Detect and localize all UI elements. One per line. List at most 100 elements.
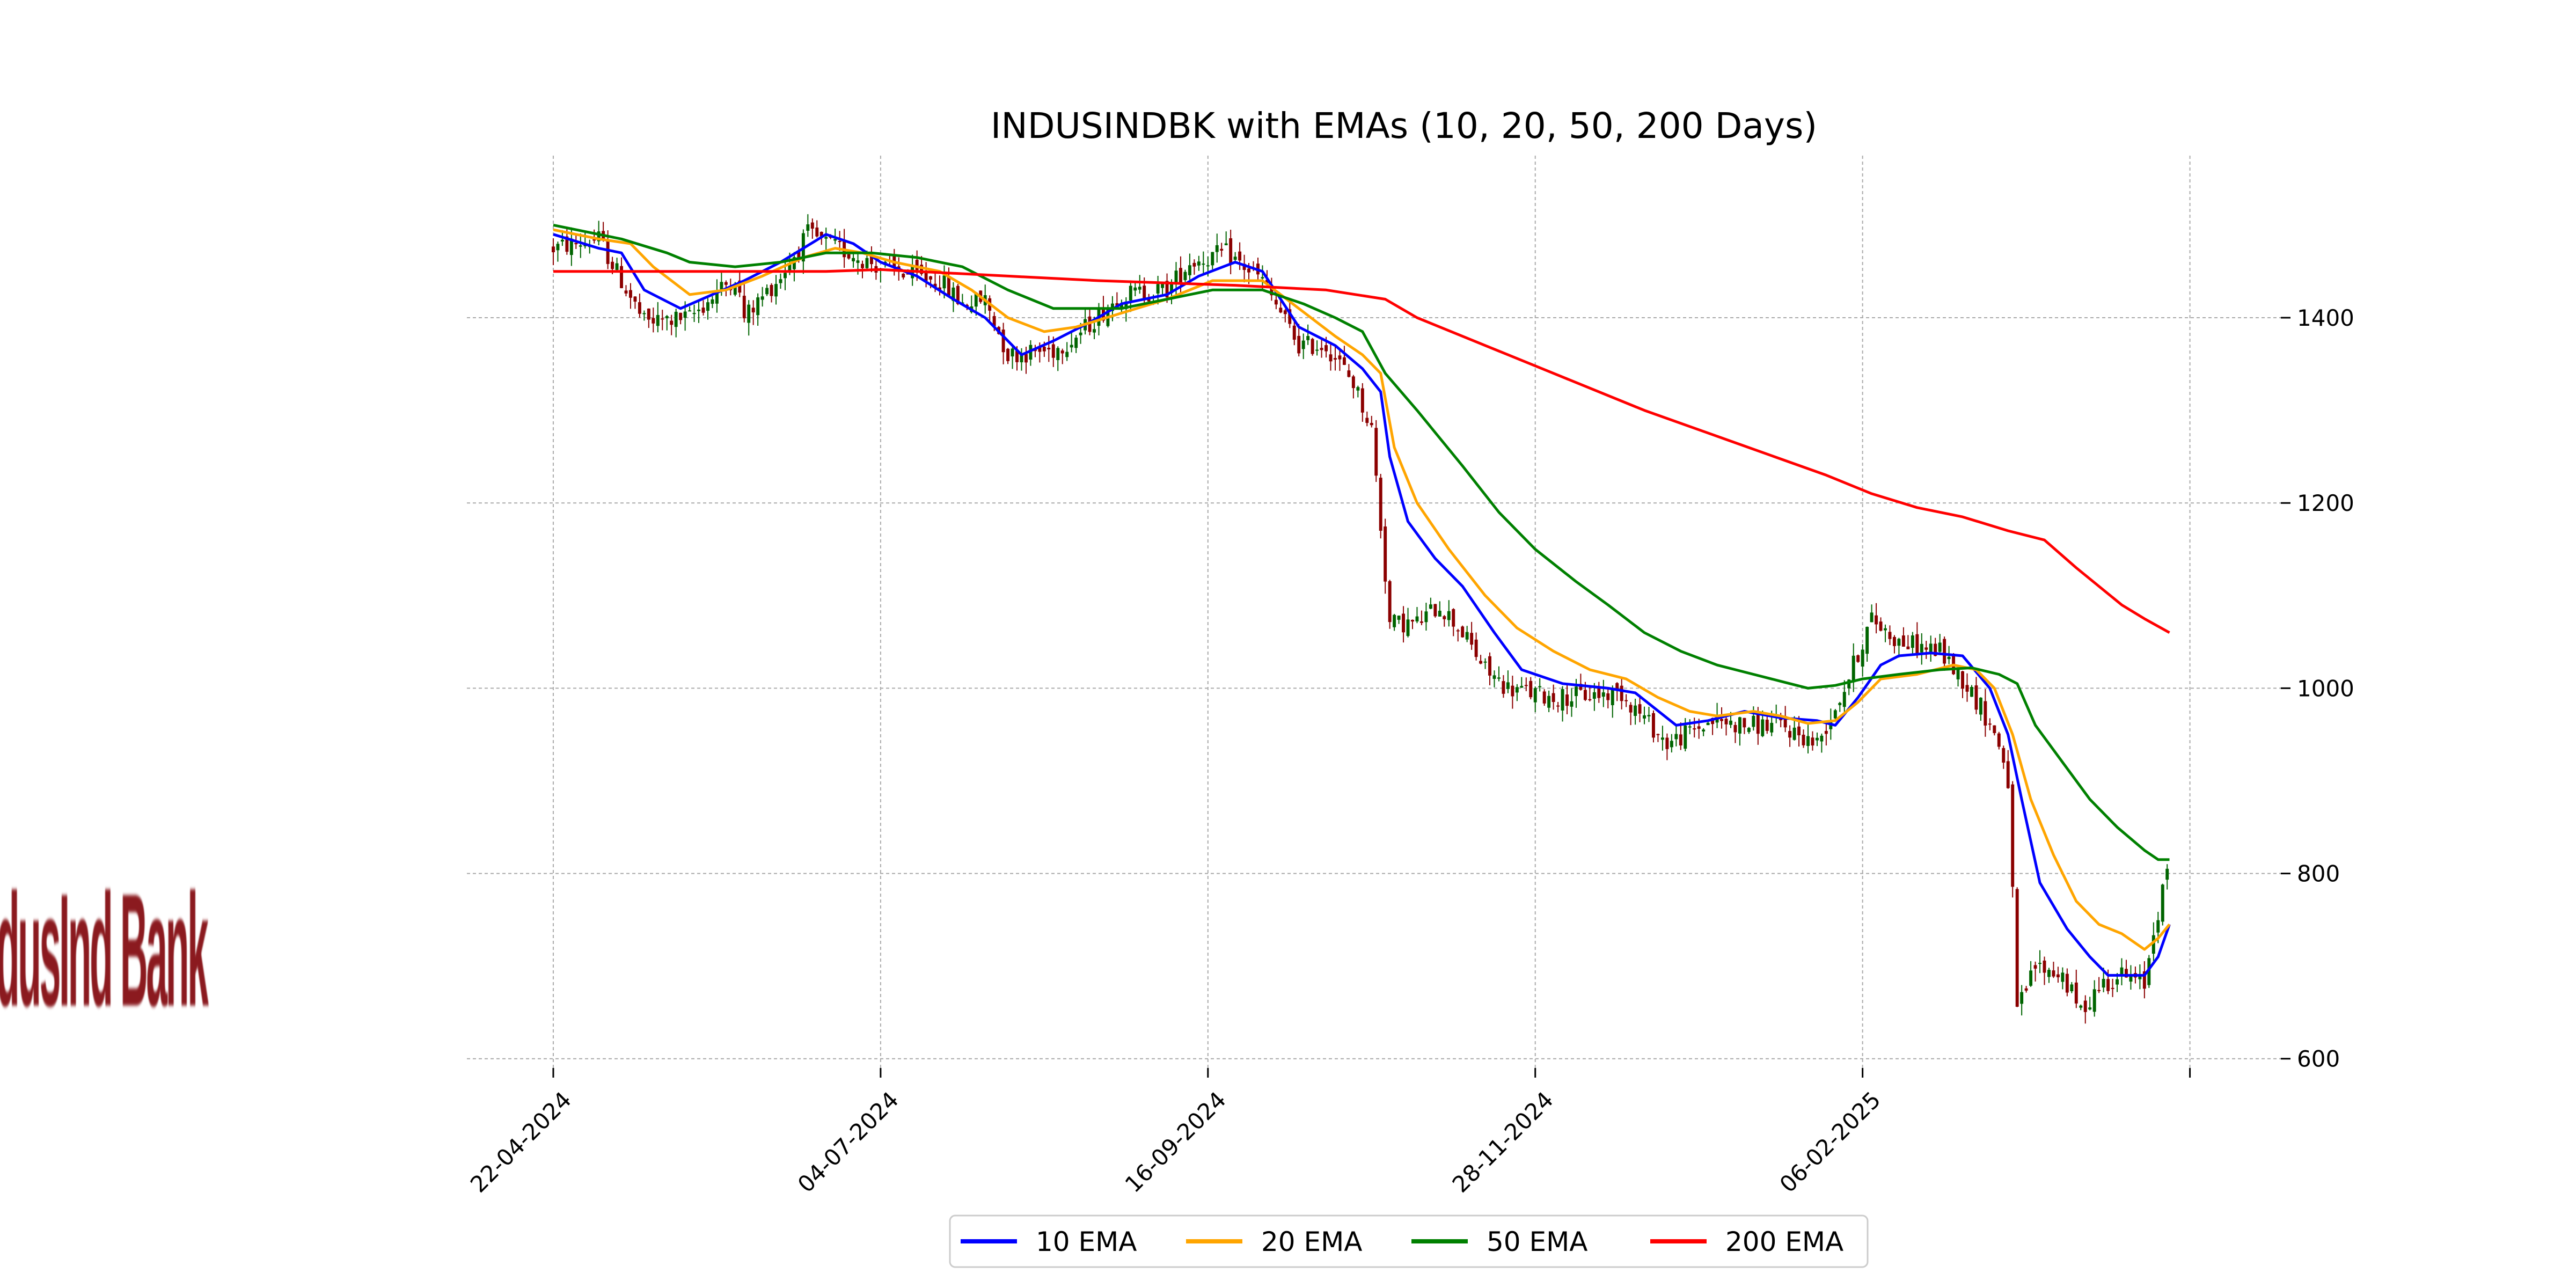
candle-body xyxy=(1924,647,1928,650)
y-tick-label: 1000 xyxy=(2297,675,2354,701)
candle-body xyxy=(1961,671,1964,689)
candle-body xyxy=(1756,714,1760,734)
candle-body xyxy=(1938,642,1942,652)
candle-body xyxy=(1702,729,1706,731)
candle-body xyxy=(1665,737,1669,749)
candle-body xyxy=(2106,979,2110,991)
candle-body xyxy=(1038,347,1042,352)
candle-body xyxy=(1324,345,1328,352)
candle-body xyxy=(624,290,628,294)
series-line-10-ema xyxy=(553,233,2171,977)
candle-body xyxy=(765,288,769,295)
legend: 10 EMA 20 EMA 50 EMA 200 EMA xyxy=(949,1214,1869,1268)
candle-body xyxy=(1520,686,1524,688)
indusind-bank-logo: IndusInd Bank xyxy=(0,860,209,1040)
candle-body xyxy=(852,258,855,261)
candle-body xyxy=(1792,727,1796,740)
candle-body xyxy=(2102,978,2105,988)
candle-body xyxy=(824,237,828,239)
candle-body xyxy=(1288,309,1292,324)
candle-body xyxy=(1056,348,1060,361)
candle-body xyxy=(1838,702,1842,705)
candle-body xyxy=(1502,681,1505,694)
candle-body xyxy=(1070,345,1073,348)
candle-body xyxy=(815,227,819,237)
candle-body xyxy=(952,287,955,301)
candle-body xyxy=(1706,722,1710,726)
candle-body xyxy=(1356,387,1360,391)
candle-body xyxy=(715,291,719,304)
candle-body xyxy=(1124,301,1128,309)
x-tick-label: 22-04-2024 xyxy=(465,1086,576,1197)
candle-body xyxy=(1697,726,1701,729)
candle-body xyxy=(2056,974,2060,978)
candle-body xyxy=(1342,357,1346,365)
candle-body xyxy=(1329,354,1333,362)
candle-body xyxy=(1588,699,1592,700)
candle-body xyxy=(1202,264,1205,265)
candle-body xyxy=(1347,370,1351,377)
candle-body xyxy=(784,273,787,279)
candle-body xyxy=(1465,632,1469,640)
candle-body xyxy=(2065,974,2069,993)
legend-box xyxy=(949,1214,1869,1268)
candle-body xyxy=(1779,718,1783,721)
candle-body xyxy=(1165,281,1169,298)
candle-body xyxy=(1224,243,1228,245)
candle-body xyxy=(611,261,614,269)
candle-body xyxy=(933,283,937,287)
candle-body xyxy=(1297,335,1301,354)
candle-body xyxy=(2024,988,2028,991)
candle-body xyxy=(1006,348,1010,361)
candle-body xyxy=(788,264,792,272)
candle-body xyxy=(1138,287,1141,290)
candle-body xyxy=(1788,731,1792,738)
x-tick-label: 04-07-2024 xyxy=(793,1086,904,1197)
candle-body xyxy=(1615,683,1619,691)
candle-body xyxy=(1438,611,1441,617)
candle-body xyxy=(2088,1007,2092,1009)
candle-body xyxy=(1020,354,1023,363)
candle-body xyxy=(1233,257,1237,260)
candle-body xyxy=(2151,935,2155,954)
candle-body xyxy=(647,308,650,320)
candle-body xyxy=(592,239,596,241)
candle-body xyxy=(806,224,810,231)
candle-body xyxy=(947,276,950,296)
candle-body xyxy=(1211,252,1214,266)
candle-body xyxy=(711,299,714,304)
candle-body xyxy=(701,308,705,313)
candle-body xyxy=(1183,272,1187,280)
candle-body xyxy=(679,312,683,320)
candle-body xyxy=(1406,619,1410,636)
candle-body xyxy=(1338,355,1342,360)
candle-body xyxy=(1988,723,1992,725)
candle-body xyxy=(1643,715,1646,719)
candle-body xyxy=(1042,347,1046,352)
candle-body xyxy=(1542,691,1546,704)
candle-body xyxy=(1892,636,1896,646)
candle-body xyxy=(1929,643,1933,652)
candle-body xyxy=(1979,697,1982,715)
candle-body xyxy=(942,275,946,289)
candle-body xyxy=(1402,613,1406,633)
candle-body xyxy=(1729,720,1732,725)
candle-body xyxy=(683,311,687,318)
candle-body xyxy=(633,296,637,302)
candle-body xyxy=(2079,1005,2083,1008)
candle-body xyxy=(1470,633,1474,645)
candle-body xyxy=(1384,526,1387,582)
x-tick-label: 16-09-2024 xyxy=(1120,1086,1231,1197)
candle-body xyxy=(1238,251,1242,261)
candle-body xyxy=(1583,690,1587,700)
legend-label: 200 EMA xyxy=(1725,1226,1843,1257)
candle-body xyxy=(1065,352,1069,357)
candle-body xyxy=(688,310,692,312)
candle-body xyxy=(1447,611,1451,620)
candle-body xyxy=(642,313,646,314)
candle-body xyxy=(1851,655,1855,683)
candle-body xyxy=(1306,336,1310,340)
candle-body xyxy=(797,252,801,258)
candle-body xyxy=(974,292,978,307)
candle-body xyxy=(861,264,864,268)
